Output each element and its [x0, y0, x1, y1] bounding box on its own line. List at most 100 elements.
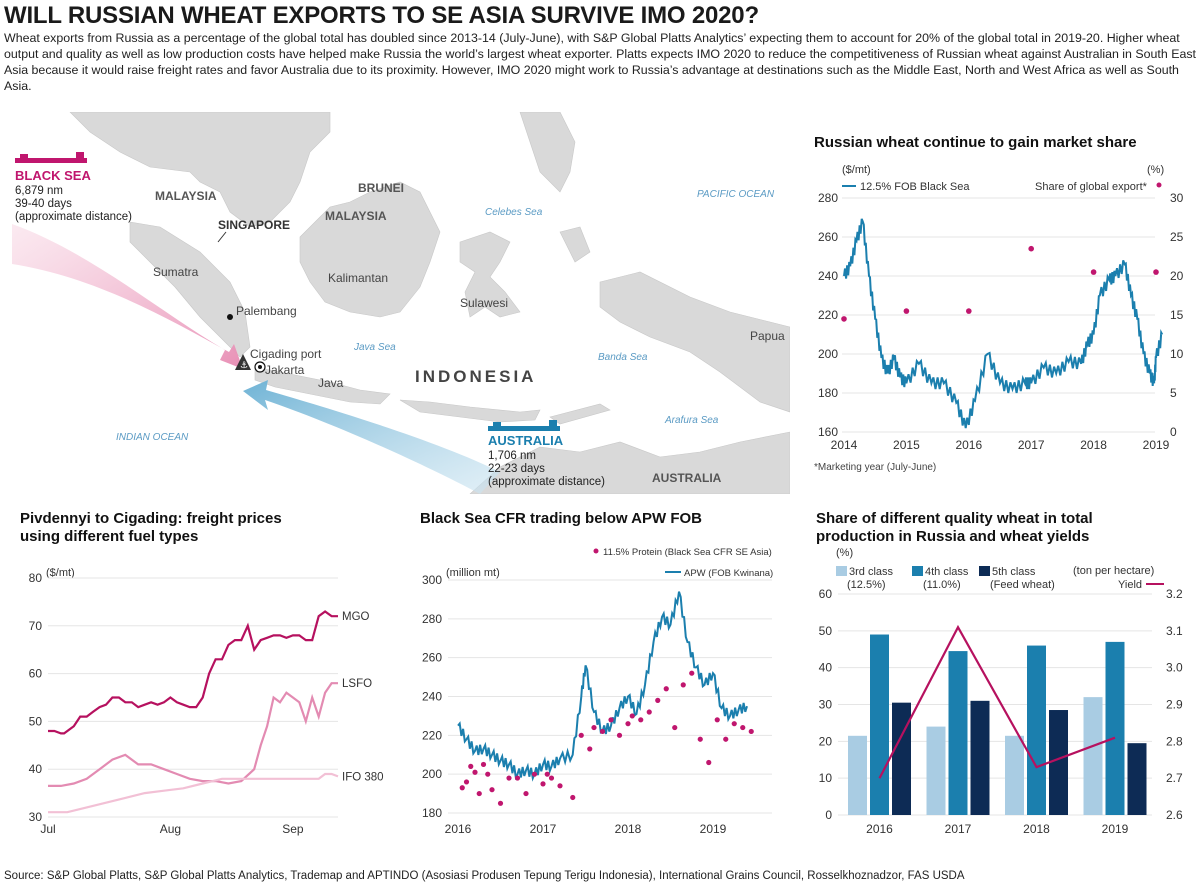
chart4-xtick: 2017: [945, 822, 972, 836]
chart3-protein-dot: [748, 728, 754, 735]
yield-line: [878, 624, 1116, 779]
chart2-ytick: 80: [29, 571, 43, 585]
chart1-legend-dot: [1156, 182, 1162, 188]
chart2-title-line1: Pivdennyi to Cigading: freight prices: [20, 510, 282, 527]
chart1-ytick-left: 260: [818, 230, 838, 244]
bar-3rd-class: [1005, 735, 1024, 815]
australia-land: [469, 431, 790, 494]
source-footer: Source: S&P Global Platts, S&P Global Pl…: [4, 870, 965, 882]
chart3-ytick: 260: [422, 651, 442, 665]
chart4-yield-legend: Yield: [1118, 579, 1142, 591]
chart1-ytick-left: 220: [818, 308, 838, 322]
chart3-protein-dot: [557, 783, 563, 789]
chart2-xtick: Aug: [160, 822, 181, 836]
mainland-asia: [69, 112, 331, 228]
chart4-ytick-right: 2.7: [1166, 771, 1183, 785]
halmahera: [559, 226, 591, 263]
freight-line-lsfo: [48, 682, 338, 787]
chart2-series-label: IFO 380: [342, 771, 384, 783]
chart3-legend-dots: 11.5% Protein (Black Sea CFR SE Asia): [603, 547, 772, 558]
apw-fob-line: [457, 591, 748, 782]
australia-days: 22-23 days: [488, 463, 545, 475]
chart1-ylabel-left: ($/mt): [842, 164, 871, 176]
chart3-protein-dot: [523, 790, 529, 797]
chart3-protein-dot: [463, 779, 470, 785]
chart4-legend-label: 3rd class: [849, 566, 894, 578]
jakarta-icon: [254, 361, 266, 373]
wheat-quality-chart: Share of different quality wheat in tota…: [790, 500, 1200, 845]
chart3-protein-dot: [697, 736, 703, 742]
bar-4th-class: [1027, 645, 1046, 815]
label-arafura-sea: Arafura Sea: [664, 415, 719, 426]
black-sea-ship-icon: [15, 152, 87, 163]
chart2-series-label: MGO: [342, 611, 370, 623]
chart3-xtick: 2017: [530, 822, 557, 836]
chart3-protein-dot: [497, 800, 504, 806]
label-java: Java: [318, 376, 344, 390]
chart3-xtick: 2019: [700, 822, 727, 836]
chart1-xtick: 2019: [1143, 438, 1170, 452]
chart4-ytick-right: 3.0: [1166, 661, 1183, 675]
label-java-sea: Java Sea: [353, 342, 396, 353]
chart3-legend-dot: [593, 548, 599, 554]
chart3-protein-dot: [638, 717, 644, 723]
chart3-protein-dot: [472, 769, 478, 775]
chart1-ytick-right: 25: [1170, 230, 1184, 244]
label-australia-land: AUSTRALIA: [652, 471, 722, 485]
fob-black-sea-line: [843, 218, 1164, 429]
chart3-protein-dot: [480, 761, 487, 768]
bar-5th-class: [1127, 743, 1147, 815]
chart4-ytick-left: 30: [819, 698, 833, 712]
chart2-ytick: 60: [29, 667, 43, 681]
chart3-protein-dot: [740, 724, 746, 731]
chart4-ylabel-right: (ton per hectare): [1073, 565, 1154, 577]
chart3-protein-dot: [531, 771, 538, 777]
chart1-xtick: 2015: [893, 438, 920, 452]
freight-line-mgo: [48, 610, 338, 735]
chart1-ytick-left: 280: [818, 191, 838, 205]
label-palembang: Palembang: [236, 304, 297, 318]
chart2-ytick: 70: [29, 619, 43, 633]
chart3-protein-dot: [599, 728, 606, 735]
label-pacific-ocean: PACIFIC OCEAN: [697, 189, 775, 200]
chart1-share-dot: [1028, 245, 1034, 252]
chart3-protein-dot: [459, 785, 465, 791]
chart4-title-line1: Share of different quality wheat in tota…: [816, 510, 1093, 527]
chart3-protein-dot: [731, 721, 737, 727]
chart1-ytick-left: 160: [818, 425, 838, 439]
svg-text:⚓: ⚓: [240, 360, 248, 370]
chart3-ytick: 180: [422, 806, 442, 820]
chart4-legend-swatch: [979, 566, 990, 576]
freight-price-chart: Pivdennyi to Cigading: freight prices us…: [0, 500, 395, 845]
label-banda-sea: Banda Sea: [598, 352, 648, 363]
chart4-xtick: 2016: [866, 822, 893, 836]
chart3-ytick: 300: [422, 573, 442, 587]
chart4-ytick-right: 3.1: [1166, 624, 1183, 638]
chart4-xtick: 2018: [1023, 822, 1050, 836]
chart4-legend-sub: (12.5%): [847, 579, 886, 591]
chart3-ytick: 220: [422, 728, 442, 742]
sulawesi-island: [459, 231, 521, 318]
philippines: [519, 112, 576, 193]
chart1-ytick-right: 30: [1170, 191, 1184, 205]
bar-5th-class: [970, 700, 990, 815]
australia-route-arrow: [243, 380, 500, 494]
black-sea-note: (approximate distance): [15, 211, 132, 223]
label-singapore: SINGAPORE: [218, 218, 290, 232]
chart3-protein-dot: [663, 686, 669, 692]
chart4-ytick-left: 50: [819, 624, 833, 638]
chart4-ytick-left: 40: [819, 661, 833, 675]
market-share-chart: Russian wheat continue to gain market sh…: [790, 120, 1200, 495]
chart3-protein-dot: [646, 709, 652, 715]
chart4-ytick-left: 10: [819, 771, 833, 785]
chart3-protein-dot: [476, 790, 482, 797]
chart1-share-dot: [966, 308, 972, 314]
chart3-protein-dot: [578, 732, 584, 738]
australia-distance: 1,706 nm: [488, 450, 536, 462]
chart3-protein-dot: [616, 732, 623, 738]
chart1-xtick: 2017: [1018, 438, 1045, 452]
chart3-protein-dot: [548, 775, 555, 781]
chart3-protein-dot: [714, 717, 720, 723]
borneo-island: [299, 181, 441, 318]
chart3-protein-dot: [655, 697, 661, 703]
